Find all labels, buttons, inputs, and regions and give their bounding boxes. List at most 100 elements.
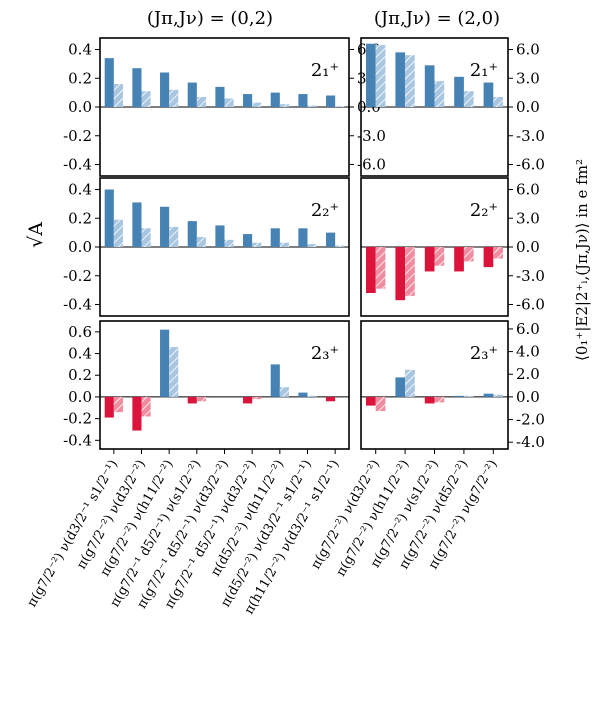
bar-E2-1 (405, 369, 415, 397)
bar-E2-1 (141, 396, 151, 417)
state-label: 2₁⁺ (470, 60, 498, 81)
bar-sqrtA-3 (454, 247, 464, 272)
bar-sqrtA-2 (160, 329, 170, 397)
left-tick-label: 0.0 (68, 98, 92, 116)
bar-sqrtA-1 (395, 377, 406, 397)
bar-E2-3 (463, 91, 474, 107)
state-label: 2₁⁺ (311, 60, 339, 81)
bar-sqrtA-7 (298, 94, 308, 107)
bar-E2-0 (113, 396, 123, 413)
bar-sqrtA-2 (160, 206, 170, 247)
bar-E2-1 (405, 247, 415, 296)
right-tick-label: -6.0 (516, 296, 545, 314)
bar-sqrtA-6 (270, 228, 280, 247)
left-tick-label: -0.2 (63, 127, 92, 145)
bar-sqrtA-2 (424, 65, 435, 107)
bar-E2-7 (307, 244, 317, 247)
axes-frame (360, 320, 509, 450)
right-tick-label: -6.0 (357, 156, 386, 174)
right-y-axis-label: ⟨0₁⁺|E2|2⁺ᵢ,(Jπ,Jν)⟩ in e fm² (573, 159, 591, 361)
bar-E2-4 (224, 239, 234, 247)
bar-E2-3 (196, 96, 206, 107)
bar-E2-8 (335, 245, 345, 247)
bar-sqrtA-7 (298, 392, 308, 397)
left-tick-label: 0.0 (68, 238, 92, 256)
x-axis-category-labels: π(g7/2⁻²) ν(d3/2⁻¹ s1/2⁻¹)π(g7/2⁻²) ν(d3… (25, 458, 501, 618)
bar-E2-0 (113, 219, 123, 247)
right-tick-label: 6.0 (516, 320, 540, 338)
bar-E2-4 (224, 98, 234, 107)
state-label: 2₃⁺ (311, 343, 339, 364)
right-tick-label: 0.0 (516, 98, 540, 116)
subplot-r0-c0: 0.40.20.0-0.2-0.46.03.00.0-3.0-6.02₁⁺ (63, 37, 386, 177)
bar-sqrtA-0 (104, 58, 114, 107)
bar-E2-6 (279, 387, 289, 397)
bar-sqrtA-1 (132, 68, 142, 107)
left-tick-label: 0.0 (68, 388, 92, 406)
bar-sqrtA-0 (104, 189, 114, 247)
bar-sqrtA-3 (454, 76, 464, 107)
bar-sqrtA-5 (243, 94, 253, 107)
right-tick-label: 4.0 (516, 343, 540, 361)
bar-E2-2 (169, 89, 179, 107)
bar-sqrtA-4 (483, 247, 494, 268)
bar-E2-0 (375, 396, 386, 412)
subplot-r1-c0: 0.4 0.2 0.0 -0.2 -0.4 2₂⁺ (63, 177, 350, 317)
left-tick-label: 0.2 (68, 366, 92, 384)
bar-sqrtA-7 (298, 228, 308, 247)
right-tick-label: 3.0 (516, 69, 540, 87)
bar-sqrtA-1 (395, 52, 406, 107)
subplot-grid: 0.40.20.0-0.2-0.46.03.00.0-3.0-6.02₁⁺6.0… (63, 37, 545, 454)
column-title-left: (Jπ,Jν) = (0,2) (147, 8, 273, 29)
right-tick-label: -3.0 (516, 267, 545, 285)
bar-E2-1 (141, 91, 151, 107)
left-tick-label: 0.4 (68, 181, 92, 199)
bar-sqrtA-8 (326, 396, 336, 402)
bar-E2-2 (434, 396, 445, 403)
bar-E2-5 (252, 102, 262, 107)
bar-sqrtA-2 (160, 72, 170, 107)
bar-E2-4 (493, 394, 504, 397)
bar-sqrtA-0 (365, 247, 376, 293)
subplot-r1-c1: 6.0 3.0 0.0 -3.0 -6.0 2₂⁺ (360, 177, 545, 317)
bar-E2-4 (493, 96, 504, 107)
bar-sqrtA-6 (270, 92, 280, 107)
right-tick-label: -6.0 (516, 156, 545, 174)
right-tick-label: 6.0 (516, 181, 540, 199)
bar-sqrtA-3 (187, 396, 197, 404)
bar-sqrtA-2 (424, 396, 435, 404)
bar-E2-4 (493, 247, 504, 259)
bar-sqrtA-3 (187, 221, 197, 247)
bar-E2-3 (196, 396, 206, 402)
subplot-r2-c0: 0.6 0.4 0.2 0.0 -0.2 -0.4 2₃⁺ (63, 320, 350, 454)
left-tick-label: 0.4 (68, 41, 92, 59)
right-tick-label: 0.0 (516, 388, 540, 406)
bar-sqrtA-8 (326, 232, 336, 247)
bar-sqrtA-6 (270, 364, 280, 397)
state-label: 2₃⁺ (470, 343, 498, 364)
bar-sqrtA-0 (365, 43, 376, 107)
bar-E2-3 (463, 395, 474, 397)
bar-sqrtA-4 (215, 86, 225, 107)
bar-sqrtA-1 (395, 247, 406, 301)
left-y-axis-label: √A (25, 222, 47, 248)
bar-sqrtA-4 (483, 393, 494, 397)
bar-E2-5 (252, 242, 262, 247)
bar-sqrtA-3 (454, 395, 464, 397)
bar-E2-2 (169, 347, 179, 397)
bar-E2-1 (141, 228, 151, 247)
bar-E2-0 (375, 45, 386, 107)
bar-E2-2 (169, 226, 179, 247)
bar-sqrtA-4 (215, 225, 225, 247)
bar-sqrtA-8 (326, 95, 336, 107)
bar-sqrtA-1 (132, 396, 142, 431)
bar-E2-3 (463, 247, 474, 262)
bar-sqrtA-4 (483, 82, 494, 107)
bar-E2-7 (307, 395, 317, 397)
right-tick-label: 3.0 (516, 209, 540, 227)
state-label: 2₂⁺ (470, 200, 498, 221)
bar-E2-8 (335, 106, 345, 107)
right-tick-label: 2.0 (516, 365, 540, 383)
bar-E2-6 (279, 104, 289, 107)
